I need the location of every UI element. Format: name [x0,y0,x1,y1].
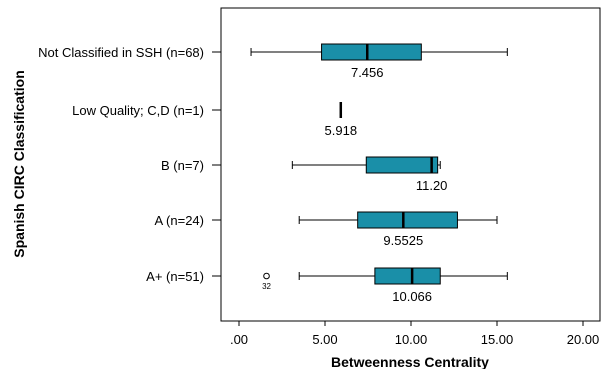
x-tick-label: .00 [230,332,248,347]
median-label: 11.20 [416,178,448,193]
median-label: 5.918 [325,123,358,138]
box [321,43,422,61]
median-label: 10.066 [392,289,432,304]
category-label: B (n=7) [161,158,204,173]
outlier-point [263,272,270,280]
y-axis-title: Spanish CIRC Classification [11,70,27,257]
box [374,267,441,285]
box [365,156,439,174]
x-tick-label: 20.00 [567,332,600,347]
outlier-label: 32 [262,282,271,291]
x-tick-label: 15.00 [481,332,514,347]
x-tick-label: 5.00 [312,332,337,347]
box [357,211,458,229]
x-axis-title: Betweenness Centrality [331,354,489,369]
median-label: 9.5525 [383,233,423,248]
category-label: A (n=24) [154,213,204,228]
x-tick-label: 10.00 [395,332,428,347]
category-label: A+ (n=51) [146,269,204,284]
category-label: Low Quality; C,D (n=1) [72,103,204,118]
category-label: Not Classified in SSH (n=68) [38,45,204,60]
median-label: 7.456 [351,65,384,80]
